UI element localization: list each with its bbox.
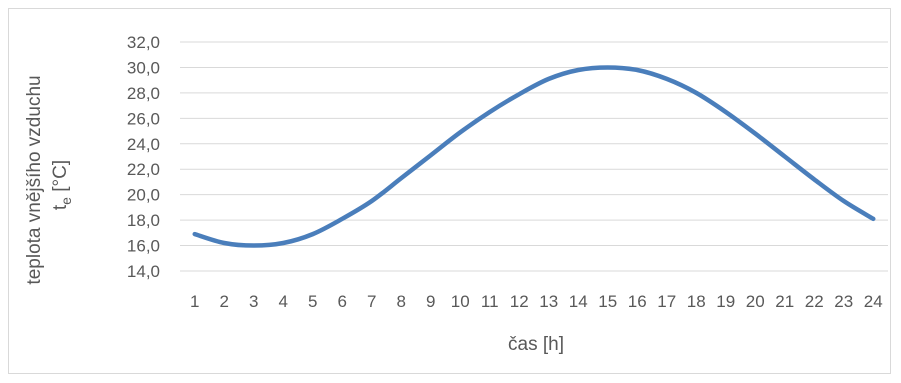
y-tick-label: 28,0 bbox=[127, 84, 160, 103]
x-tick-label: 4 bbox=[279, 292, 288, 311]
y-tick-label: 14,0 bbox=[127, 262, 160, 281]
x-tick-label: 22 bbox=[805, 292, 824, 311]
x-tick-label: 11 bbox=[481, 292, 499, 311]
y-tick-label: 20,0 bbox=[127, 186, 160, 205]
x-tick-label: 18 bbox=[687, 292, 706, 311]
x-tick-label: 10 bbox=[451, 292, 470, 311]
x-tick-label: 13 bbox=[539, 292, 558, 311]
x-tick-label: 20 bbox=[746, 292, 765, 311]
y-tick-label: 32,0 bbox=[127, 33, 160, 52]
y-axis-title-unit: te [°C] bbox=[50, 160, 74, 210]
x-tick-label: 2 bbox=[220, 292, 229, 311]
x-tick-label: 19 bbox=[716, 292, 735, 311]
x-tick-label: 5 bbox=[308, 292, 317, 311]
x-tick-label: 21 bbox=[775, 292, 794, 311]
y-axis-unit: [°C] bbox=[50, 160, 71, 197]
y-tick-label: 30,0 bbox=[127, 58, 160, 77]
series-layer bbox=[192, 65, 876, 248]
y-tick-label: 22,0 bbox=[127, 160, 160, 179]
x-tick-label: 9 bbox=[426, 292, 435, 311]
x-tick-label: 17 bbox=[657, 292, 676, 311]
chart-frame bbox=[8, 8, 891, 374]
y-axis-subscript: e bbox=[58, 197, 74, 205]
x-tick-label: 1 bbox=[190, 292, 199, 311]
x-tick-label: 8 bbox=[397, 292, 406, 311]
y-axis-title-main: teplota vnějšího vzduchu bbox=[24, 75, 45, 284]
y-tick-label: 24,0 bbox=[127, 135, 160, 154]
x-tick-label: 6 bbox=[338, 292, 347, 311]
x-tick-label: 16 bbox=[628, 292, 647, 311]
x-tick-label: 12 bbox=[510, 292, 529, 311]
y-axis-symbol: t bbox=[50, 204, 71, 210]
x-tick-label: 3 bbox=[249, 292, 258, 311]
x-tick-label: 23 bbox=[834, 292, 853, 311]
x-tick-label: 14 bbox=[569, 292, 588, 311]
y-tick-labels: 14,0 16,0 18,0 20,0 22,0 24,0 26,0 28,0 30,0 32,0 bbox=[127, 33, 160, 281]
x-tick-labels: 1 2 3 4 5 6 7 8 9 10 11 12 13 14 15 16 17 18 19 20 21 22 23 24 bbox=[190, 292, 883, 311]
x-tick-label: 24 bbox=[864, 292, 883, 311]
y-tick-label: 16,0 bbox=[127, 237, 160, 256]
x-tick-label: 7 bbox=[367, 292, 376, 311]
y-tick-label: 26,0 bbox=[127, 109, 160, 128]
series-line bbox=[192, 65, 876, 248]
x-axis-title: čas [h] bbox=[508, 334, 564, 355]
y-tick-label: 18,0 bbox=[127, 211, 160, 230]
x-tick-label: 15 bbox=[598, 292, 617, 311]
